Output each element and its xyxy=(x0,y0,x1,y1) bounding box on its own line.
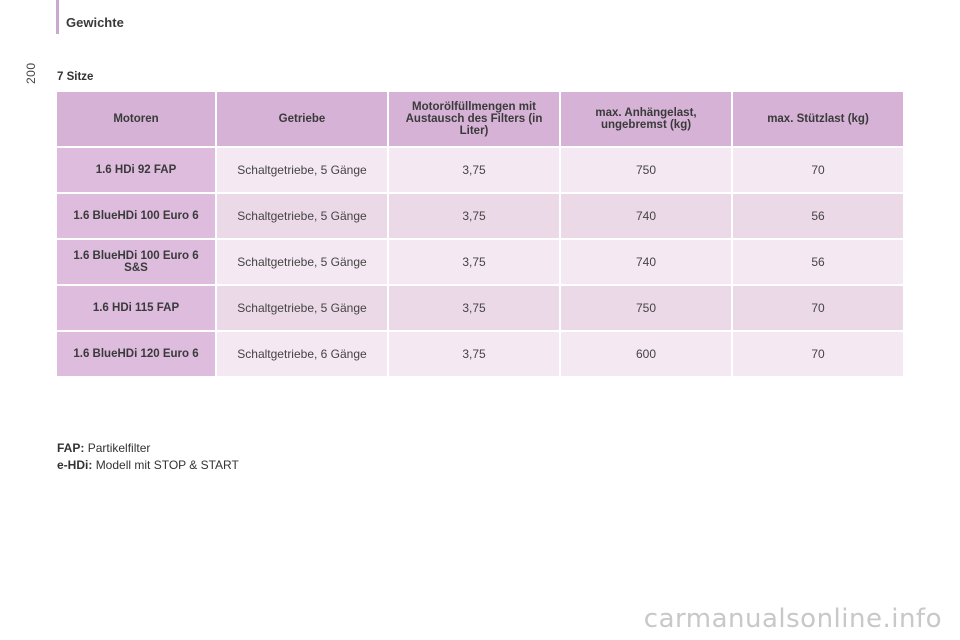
nose-weight-cell: 70 xyxy=(733,286,903,330)
column-header: max. Stützlast (kg) xyxy=(733,92,903,146)
table-row: 1.6 BlueHDi 120 Euro 6 Schaltgetriebe, 6… xyxy=(57,332,903,376)
table-row: 1.6 HDi 115 FAP Schaltgetriebe, 5 Gänge … xyxy=(57,286,903,330)
table-row: 1.6 BlueHDi 100 Euro 6 Schaltgetriebe, 5… xyxy=(57,194,903,238)
table-row: 1.6 HDi 92 FAP Schaltgetriebe, 5 Gänge 3… xyxy=(57,148,903,192)
column-header: Motorölfüllmengen mit Austausch des Filt… xyxy=(389,92,559,146)
page-number: 200 xyxy=(24,62,38,84)
column-header: Getriebe xyxy=(217,92,387,146)
column-header: max. Anhängelast, ungebremst (kg) xyxy=(561,92,731,146)
engine-cell: 1.6 BlueHDi 100 Euro 6 S&S xyxy=(57,240,215,284)
gearbox-cell: Schaltgetriebe, 5 Gänge xyxy=(217,286,387,330)
oil-cell: 3,75 xyxy=(389,286,559,330)
oil-cell: 3,75 xyxy=(389,240,559,284)
column-header: Motoren xyxy=(57,92,215,146)
oil-cell: 3,75 xyxy=(389,332,559,376)
oil-cell: 3,75 xyxy=(389,194,559,238)
gearbox-cell: Schaltgetriebe, 5 Gänge xyxy=(217,240,387,284)
page-header-title: Gewichte xyxy=(66,15,124,30)
trailer-load-cell: 740 xyxy=(561,240,731,284)
trailer-load-cell: 750 xyxy=(561,286,731,330)
nose-weight-cell: 70 xyxy=(733,148,903,192)
nose-weight-cell: 56 xyxy=(733,194,903,238)
oil-cell: 3,75 xyxy=(389,148,559,192)
table-row: 1.6 BlueHDi 100 Euro 6 S&S Schaltgetrieb… xyxy=(57,240,903,284)
footnotes: FAP: Partikelfilter e-HDi: Modell mit ST… xyxy=(57,440,239,474)
trailer-load-cell: 740 xyxy=(561,194,731,238)
footnote-text: Partikelfilter xyxy=(87,441,151,455)
engine-cell: 1.6 BlueHDi 120 Euro 6 xyxy=(57,332,215,376)
footnote-item: e-HDi: Modell mit STOP & START xyxy=(57,457,239,474)
gearbox-cell: Schaltgetriebe, 5 Gänge xyxy=(217,148,387,192)
footnote-term: e-HDi: xyxy=(57,458,93,472)
footnote-item: FAP: Partikelfilter xyxy=(57,440,239,457)
footnote-text: Modell mit STOP & START xyxy=(95,458,239,472)
gearbox-cell: Schaltgetriebe, 6 Gänge xyxy=(217,332,387,376)
engine-cell: 1.6 HDi 92 FAP xyxy=(57,148,215,192)
table-header-row: Motoren Getriebe Motorölfüllmengen mit A… xyxy=(57,92,903,146)
engine-cell: 1.6 HDi 115 FAP xyxy=(57,286,215,330)
gearbox-cell: Schaltgetriebe, 5 Gänge xyxy=(217,194,387,238)
trailer-load-cell: 600 xyxy=(561,332,731,376)
weights-table: Motoren Getriebe Motorölfüllmengen mit A… xyxy=(55,90,905,378)
nose-weight-cell: 56 xyxy=(733,240,903,284)
engine-cell: 1.6 BlueHDi 100 Euro 6 xyxy=(57,194,215,238)
section-title: 7 Sitze xyxy=(57,71,94,83)
nose-weight-cell: 70 xyxy=(733,332,903,376)
footnote-term: FAP: xyxy=(57,441,85,455)
trailer-load-cell: 750 xyxy=(561,148,731,192)
watermark: carmanualsonline.info xyxy=(643,604,942,634)
header-accent-bar xyxy=(56,0,59,34)
